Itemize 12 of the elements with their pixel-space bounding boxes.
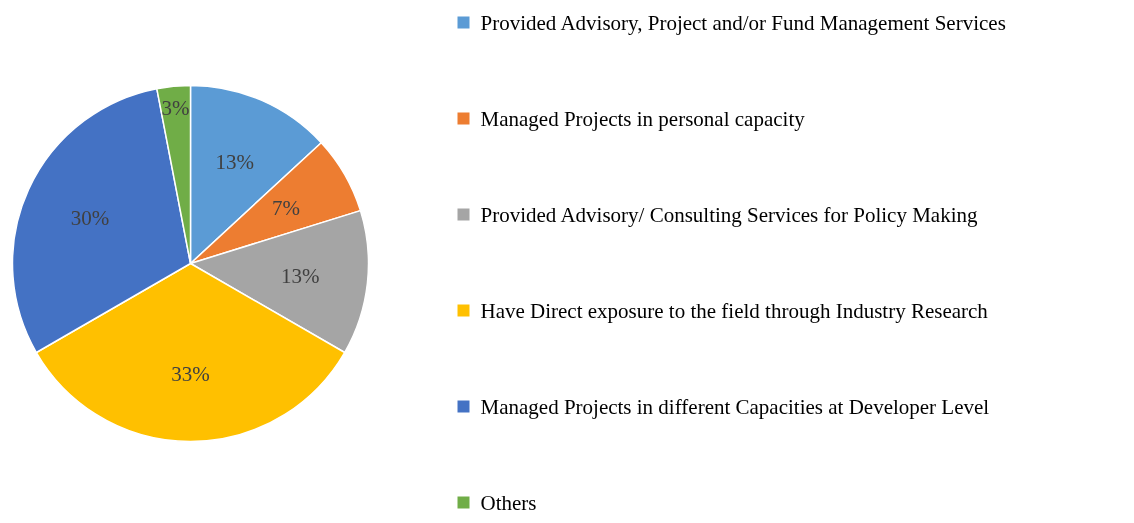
legend-label: Managed Projects in personal capacity [480,106,806,131]
legend-label: Have Direct exposure to the field through Industry Research [480,298,989,323]
legend-label: Managed Projects in different Capacities at Developer Level [480,394,990,419]
legend-label: Provided Advisory/ Consulting Services for Policy Making [480,202,978,227]
legend-label: Others [480,490,537,515]
data-label: 30% [70,205,110,230]
data-label: 13% [280,263,320,288]
legend-label: Provided Advisory, Project and/or Fund Management Services [480,10,1006,35]
data-label: 3% [161,95,190,120]
data-label: 13% [215,150,254,175]
data-label: 33% [171,361,210,386]
data-label: 7% [272,196,301,221]
